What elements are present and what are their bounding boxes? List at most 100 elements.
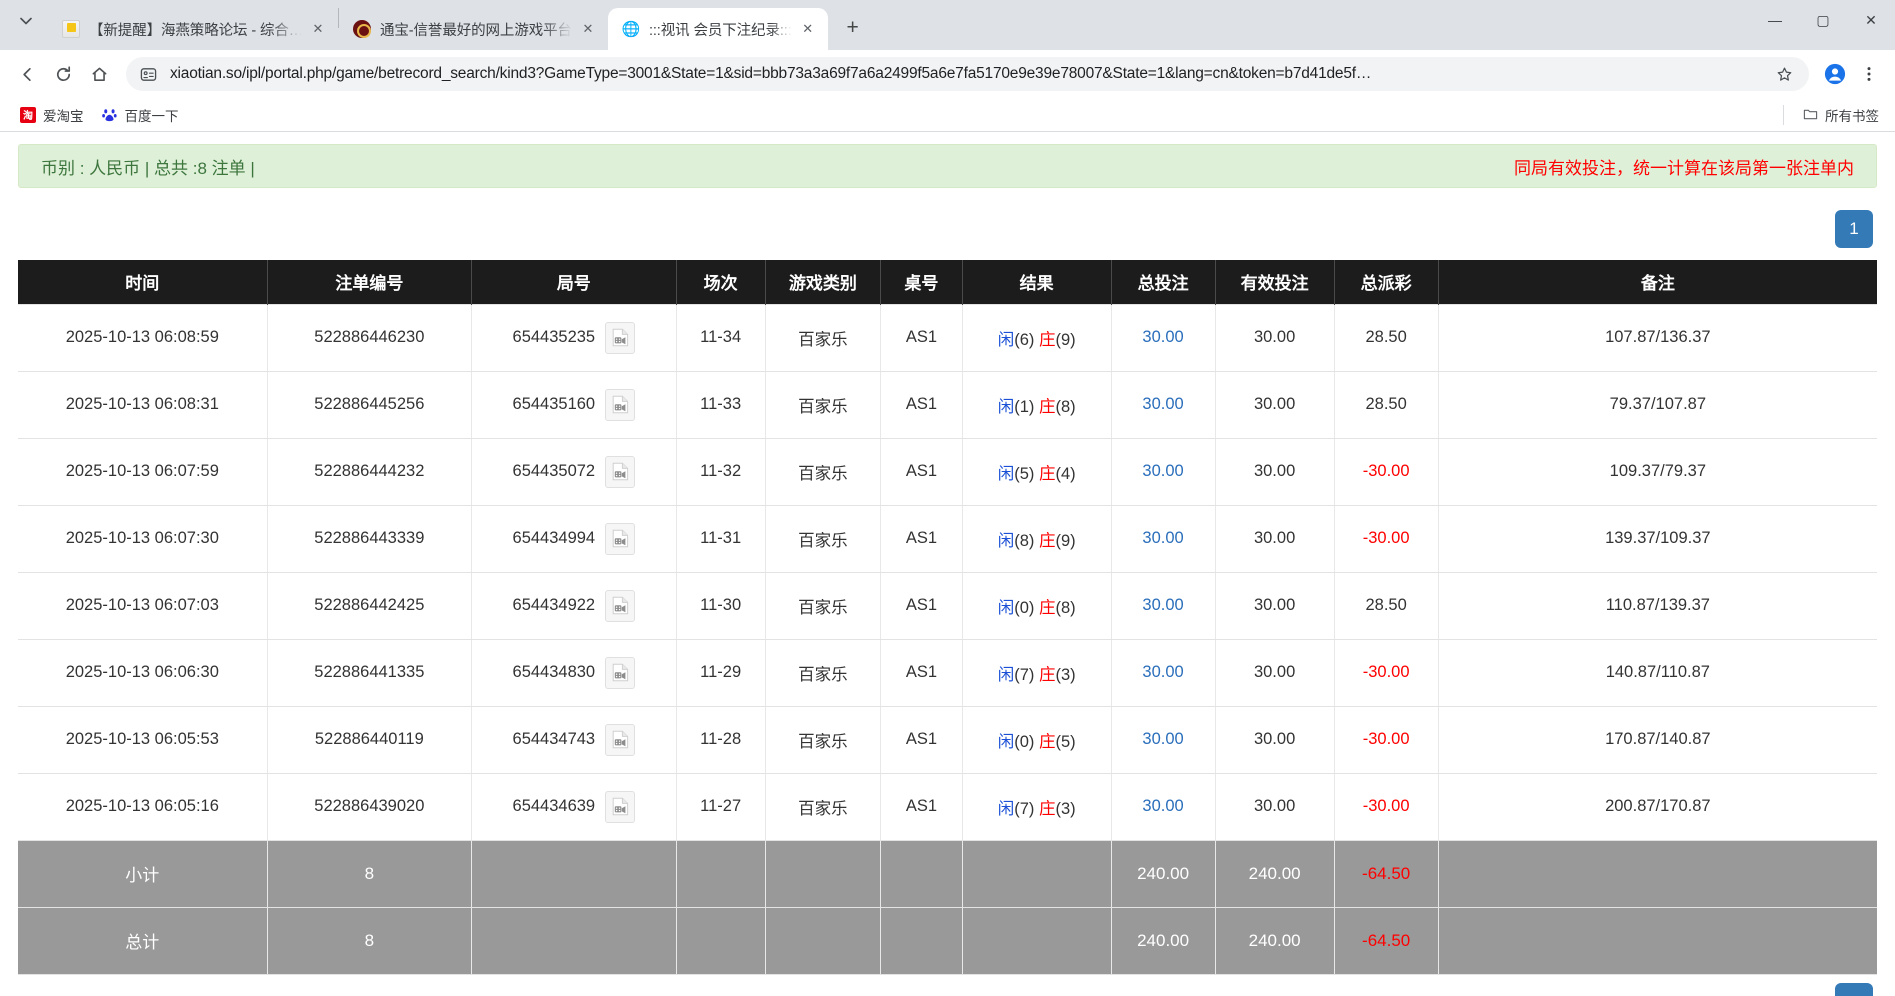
cell-table: AS1 bbox=[880, 370, 963, 439]
player-label: 闲 bbox=[997, 799, 1015, 818]
cell-total-bet[interactable]: 30.00 bbox=[1111, 437, 1216, 506]
col-header-total-bet: 总投注 bbox=[1110, 260, 1216, 304]
close-icon[interactable]: ✕ bbox=[802, 21, 814, 36]
bookmark-all-label: 所有书签 bbox=[1825, 108, 1879, 124]
banker-label: 庄 bbox=[1038, 330, 1056, 349]
cell-total-bet[interactable]: 30.00 bbox=[1111, 772, 1216, 841]
banker-points: (5) bbox=[1055, 732, 1076, 751]
cell-bet-id: 522886443339 bbox=[267, 504, 473, 573]
summary-blank bbox=[962, 906, 1112, 975]
cell-valid-bet: 30.00 bbox=[1215, 571, 1335, 640]
banker-label: 庄 bbox=[1038, 598, 1056, 617]
browser-tab-2-active[interactable]: 🌐 :::视讯 会员下注纪录::: ✕ bbox=[607, 8, 828, 50]
maximize-button[interactable]: ▢ bbox=[1816, 11, 1830, 28]
kebab-menu-icon[interactable] bbox=[1853, 58, 1885, 90]
table-body: 2025-10-13 06:08:59 522886446230 654435235… bbox=[18, 303, 1877, 975]
cell-result: 闲(1) 庄(8) bbox=[962, 370, 1112, 439]
cell-total-bet[interactable]: 30.00 bbox=[1111, 504, 1216, 573]
video-replay-icon[interactable] bbox=[605, 522, 636, 555]
cell-time: 2025-10-13 06:08:31 bbox=[18, 370, 268, 439]
folder-icon bbox=[1802, 107, 1818, 123]
page-button-1[interactable]: 1 bbox=[1835, 210, 1873, 248]
bookmarks-bar-right: 所有书签 bbox=[1783, 102, 1887, 128]
col-header-table: 桌号 bbox=[880, 260, 963, 304]
summary-blank bbox=[471, 906, 677, 975]
cell-time: 2025-10-13 06:05:16 bbox=[18, 772, 268, 841]
cell-bet-id: 522886446230 bbox=[267, 303, 473, 372]
cell-note: 107.87/136.37 bbox=[1438, 303, 1877, 372]
video-replay-icon[interactable] bbox=[605, 388, 636, 421]
summary-count: 8 bbox=[267, 906, 473, 975]
col-header-round: 局号 bbox=[471, 260, 677, 304]
table-row: 2025-10-13 06:06:30 522886441335 654434830… bbox=[18, 638, 1877, 707]
bookmark-item-baidu[interactable]: 百度一下 bbox=[94, 102, 187, 128]
cell-payout: -30.00 bbox=[1334, 638, 1439, 707]
video-replay-icon[interactable] bbox=[605, 321, 636, 354]
bet-table-container: 时间 注单编号 局号 场次 游戏类别 桌号 结果 总投注 有效投注 总派彩 备注 bbox=[0, 260, 1895, 975]
video-replay-icon[interactable] bbox=[605, 723, 636, 756]
summary-valid-bet: 240.00 bbox=[1215, 839, 1335, 908]
player-label: 闲 bbox=[997, 732, 1015, 751]
new-tab-button[interactable]: + bbox=[846, 16, 859, 39]
round-number: 654435072 bbox=[512, 462, 596, 480]
account-icon[interactable] bbox=[1819, 58, 1851, 90]
banker-points: (3) bbox=[1055, 665, 1076, 684]
cell-total-bet[interactable]: 30.00 bbox=[1111, 705, 1216, 774]
star-icon[interactable] bbox=[1771, 66, 1797, 83]
video-replay-icon[interactable] bbox=[605, 790, 636, 823]
table-row: 2025-10-13 06:08:31 522886445256 654435160… bbox=[18, 370, 1877, 439]
player-label: 闲 bbox=[997, 464, 1015, 483]
table-header: 时间 注单编号 局号 场次 游戏类别 桌号 结果 总投注 有效投注 总派彩 备注 bbox=[18, 260, 1877, 304]
table-row: 2025-10-13 06:05:53 522886440119 654434743… bbox=[18, 705, 1877, 774]
bookmark-all-button[interactable]: 所有书签 bbox=[1794, 102, 1887, 128]
cell-total-bet[interactable]: 30.00 bbox=[1111, 370, 1216, 439]
cell-bet-id: 522886445256 bbox=[267, 370, 473, 439]
close-icon[interactable]: ✕ bbox=[582, 21, 594, 36]
taobao-icon: 淘 bbox=[20, 106, 36, 123]
cell-time: 2025-10-13 06:05:53 bbox=[18, 705, 268, 774]
cell-table: AS1 bbox=[880, 571, 963, 640]
close-icon[interactable]: ✕ bbox=[312, 21, 324, 36]
banker-points: (8) bbox=[1055, 598, 1076, 617]
url-text[interactable]: xiaotian.so/ipl/portal.php/game/betrecor… bbox=[170, 65, 1372, 82]
video-replay-icon[interactable] bbox=[605, 656, 636, 689]
banker-label: 庄 bbox=[1038, 732, 1056, 751]
cell-result: 闲(0) 庄(5) bbox=[962, 705, 1112, 774]
cell-valid-bet: 30.00 bbox=[1215, 638, 1335, 707]
minimize-button[interactable]: — bbox=[1768, 12, 1782, 28]
home-icon[interactable] bbox=[82, 57, 116, 91]
summary-blank bbox=[765, 906, 882, 975]
browser-tab-1[interactable]: 通宝-信誉最好的网上游戏平台 ✕ bbox=[339, 8, 608, 50]
banker-label: 庄 bbox=[1038, 464, 1056, 483]
tab-list: 【新提醒】海燕策略论坛 - 综合… ✕ 通宝-信誉最好的网上游戏平台 ✕ 🌐 :… bbox=[48, 0, 870, 50]
tab-search-icon[interactable] bbox=[12, 7, 40, 35]
round-number: 654434994 bbox=[512, 529, 596, 547]
window-close-button[interactable]: ✕ bbox=[1865, 11, 1877, 28]
round-number: 654434639 bbox=[512, 797, 596, 815]
banker-points: (8) bbox=[1055, 397, 1076, 416]
cell-game: 百家乐 bbox=[765, 437, 882, 506]
cell-total-bet[interactable]: 30.00 bbox=[1111, 571, 1216, 640]
back-icon[interactable] bbox=[10, 57, 44, 91]
col-header-result: 结果 bbox=[961, 260, 1112, 304]
address-bar[interactable]: xiaotian.so/ipl/portal.php/game/betrecor… bbox=[126, 57, 1809, 91]
bottom-action-button[interactable] bbox=[1835, 982, 1873, 996]
video-replay-icon[interactable] bbox=[605, 455, 636, 488]
reload-icon[interactable] bbox=[46, 57, 80, 91]
bookmark-label: 爱淘宝 bbox=[43, 108, 84, 124]
page-info-icon[interactable] bbox=[140, 66, 158, 83]
summary-label: 小计 bbox=[18, 839, 268, 908]
cell-total-bet[interactable]: 30.00 bbox=[1111, 303, 1216, 372]
bottom-action-row bbox=[0, 975, 1895, 996]
cell-payout: 28.50 bbox=[1334, 303, 1439, 372]
cell-shoe: 11-29 bbox=[676, 638, 766, 707]
browser-tab-0[interactable]: 【新提醒】海燕策略论坛 - 综合… ✕ bbox=[48, 8, 338, 50]
bookmark-label: 百度一下 bbox=[124, 108, 179, 124]
cell-payout: -30.00 bbox=[1334, 705, 1439, 774]
cell-total-bet[interactable]: 30.00 bbox=[1111, 638, 1216, 707]
video-replay-icon[interactable] bbox=[605, 589, 636, 622]
bookmark-item-taobao[interactable]: 淘 爱淘宝 bbox=[12, 102, 92, 128]
bookmarks-bar: 淘 爱淘宝 百度一下 所有书签 bbox=[0, 98, 1895, 132]
player-points: (7) bbox=[1014, 799, 1035, 818]
cell-table: AS1 bbox=[880, 772, 963, 841]
